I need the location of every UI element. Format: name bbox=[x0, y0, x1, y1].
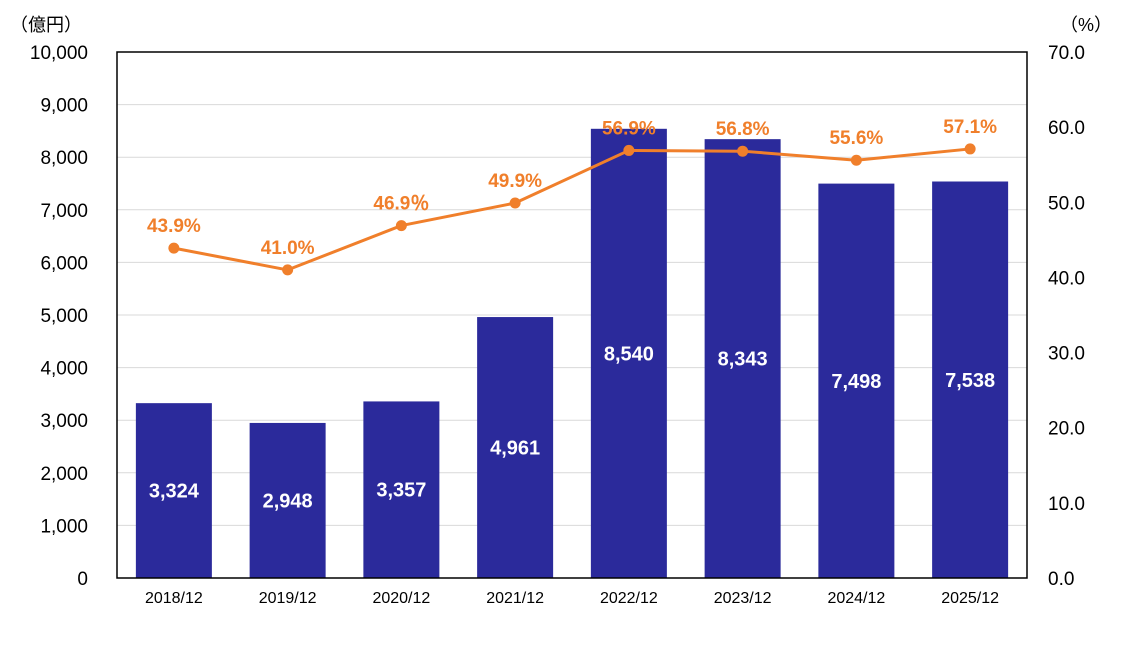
right-tick-label: 40.0 bbox=[1048, 268, 1085, 289]
bar-series: 3,324 2,948 3,357 4,961 8,540 8,343 7,498 7,538 bbox=[135, 128, 1009, 578]
x-tick-label: 2018/12 bbox=[145, 590, 203, 607]
line-point bbox=[509, 197, 521, 209]
bar bbox=[932, 181, 1009, 578]
x-tick-label: 2023/12 bbox=[714, 590, 772, 607]
bar-value-label: 8,343 bbox=[718, 349, 768, 371]
line-value-label: 49.9% bbox=[488, 171, 542, 192]
bar-value-label: 4,961 bbox=[490, 438, 540, 460]
plot-frame bbox=[116, 51, 1028, 579]
line-value-label: 46.9％ bbox=[373, 194, 429, 215]
line-value-label: 43.9% bbox=[147, 216, 201, 237]
left-axis-ticks: 0 1,000 2,000 3,000 4,000 5,000 6,000 7,000 8,00… bbox=[30, 43, 88, 590]
right-tick-label: 60.0 bbox=[1048, 118, 1085, 139]
left-tick-label: 3,000 bbox=[40, 411, 88, 432]
bar-value-label: 7,538 bbox=[945, 370, 995, 392]
left-tick-label: 1,000 bbox=[40, 516, 88, 537]
right-tick-label: 70.0 bbox=[1048, 43, 1085, 64]
x-tick-label: 2021/12 bbox=[486, 590, 544, 607]
line-point bbox=[737, 145, 749, 157]
left-tick-label: 8,000 bbox=[40, 148, 88, 169]
left-tick-label: 0 bbox=[77, 569, 88, 590]
right-tick-label: 10.0 bbox=[1048, 494, 1085, 515]
bar-value-label: 8,540 bbox=[604, 343, 654, 365]
line-point bbox=[282, 264, 294, 276]
x-tick-label: 2020/12 bbox=[372, 590, 430, 607]
bar bbox=[590, 128, 667, 578]
bar bbox=[818, 183, 895, 578]
right-tick-label: 0.0 bbox=[1048, 569, 1074, 590]
right-axis-ticks: 0.0 10.0 20.0 30.0 40.0 50.0 60.0 70.0 bbox=[1048, 43, 1085, 590]
line-value-label: 41.0% bbox=[261, 238, 315, 259]
line-value-label: 56.8% bbox=[716, 119, 770, 140]
x-tick-label: 2022/12 bbox=[600, 590, 658, 607]
bar-value-label: 3,324 bbox=[149, 481, 200, 503]
left-tick-label: 5,000 bbox=[40, 306, 88, 327]
left-tick-label: 9,000 bbox=[40, 96, 88, 117]
line-point bbox=[395, 220, 407, 232]
bar bbox=[249, 422, 326, 578]
left-tick-label: 6,000 bbox=[40, 253, 88, 274]
line-point bbox=[168, 242, 180, 254]
line-point bbox=[964, 143, 976, 155]
bar-value-label: 2,948 bbox=[263, 490, 313, 512]
left-tick-label: 10,000 bbox=[30, 43, 88, 64]
bar-value-label: 3,357 bbox=[376, 480, 426, 502]
left-tick-label: 7,000 bbox=[40, 201, 88, 222]
bar bbox=[135, 403, 212, 578]
x-axis-ticks: 2018/12 2019/12 2020/12 2021/12 2022/12 2023/… bbox=[145, 590, 999, 607]
left-axis-unit: （億円） bbox=[10, 15, 82, 35]
bar bbox=[363, 401, 440, 578]
left-tick-label: 4,000 bbox=[40, 359, 88, 380]
bar-value-label: 7,498 bbox=[831, 371, 881, 393]
line-value-label: 57.1% bbox=[943, 117, 997, 138]
x-tick-label: 2025/12 bbox=[941, 590, 999, 607]
left-tick-label: 2,000 bbox=[40, 464, 88, 485]
bar bbox=[704, 139, 781, 578]
bar bbox=[477, 317, 554, 578]
line-path bbox=[173, 147, 971, 272]
line-value-label: 56.9% bbox=[602, 118, 656, 139]
line-value-label: 55.6% bbox=[829, 128, 883, 149]
x-tick-label: 2019/12 bbox=[259, 590, 317, 607]
right-tick-label: 20.0 bbox=[1048, 419, 1085, 440]
right-axis-unit: （%） bbox=[1060, 15, 1112, 35]
line-series: 43.9% 41.0% 46.9％ 49.9% 56.9% 56.8% 55.6% 57.1% bbox=[147, 117, 997, 276]
right-tick-label: 30.0 bbox=[1048, 344, 1085, 365]
right-tick-label: 50.0 bbox=[1048, 193, 1085, 214]
line-point bbox=[623, 144, 635, 156]
x-tick-label: 2024/12 bbox=[827, 590, 885, 607]
line-point bbox=[850, 154, 862, 166]
